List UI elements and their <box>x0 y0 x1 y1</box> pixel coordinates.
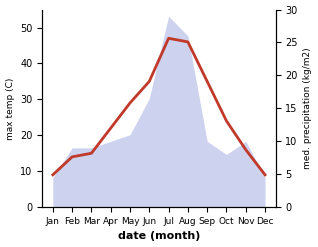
Y-axis label: med. precipitation (kg/m2): med. precipitation (kg/m2) <box>303 48 313 169</box>
Y-axis label: max temp (C): max temp (C) <box>5 77 15 140</box>
X-axis label: date (month): date (month) <box>118 231 200 242</box>
